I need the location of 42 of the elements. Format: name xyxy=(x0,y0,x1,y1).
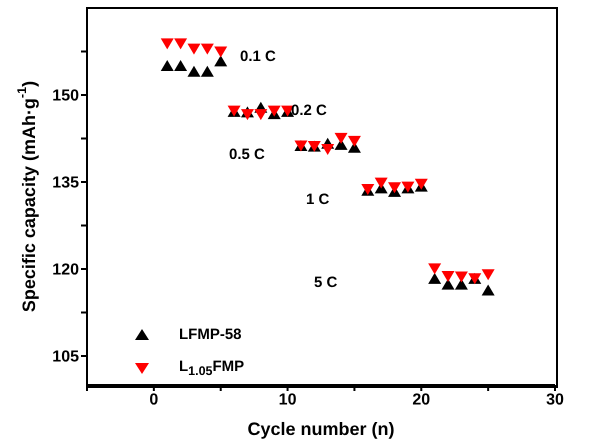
y-tick-label: 135 xyxy=(52,174,80,192)
point xyxy=(254,109,268,120)
point xyxy=(268,106,281,117)
annotation: 0.5 C xyxy=(229,146,265,163)
point xyxy=(240,109,254,120)
annotation: 0.2 C xyxy=(291,102,327,119)
point xyxy=(187,44,200,55)
point xyxy=(454,278,468,290)
y-tick-label: 105 xyxy=(52,348,80,366)
point xyxy=(321,144,334,155)
point xyxy=(174,38,188,50)
point xyxy=(334,132,348,144)
point xyxy=(482,269,495,280)
point xyxy=(200,66,214,77)
point xyxy=(160,38,174,50)
point xyxy=(374,178,388,189)
legend-label: LFMP-58 xyxy=(179,326,242,343)
point xyxy=(348,136,361,147)
point xyxy=(442,278,455,290)
point xyxy=(214,55,228,66)
point xyxy=(482,284,495,296)
point xyxy=(388,182,402,194)
point xyxy=(200,44,214,55)
x-tick-label: 30 xyxy=(546,391,564,408)
point xyxy=(442,270,455,282)
point xyxy=(174,60,188,71)
annotation: 5 C xyxy=(314,274,338,291)
y-tick-label: 120 xyxy=(52,262,80,279)
annotation: 0.1 C xyxy=(240,48,276,65)
x-tick-label: 10 xyxy=(278,391,297,408)
point xyxy=(187,66,200,77)
legend-label: L$_{1.05}$FMP xyxy=(179,358,244,378)
annotation: 1 C xyxy=(306,191,330,208)
x-tick-label: 20 xyxy=(412,391,430,408)
x-tick-label: 0 xyxy=(149,391,158,408)
point xyxy=(428,263,442,274)
point xyxy=(214,46,228,58)
point xyxy=(428,272,442,284)
point xyxy=(454,272,468,283)
x-axis-title: Cycle number (n) xyxy=(247,419,395,439)
y-tick-label: 150 xyxy=(52,88,80,105)
point xyxy=(160,60,174,71)
